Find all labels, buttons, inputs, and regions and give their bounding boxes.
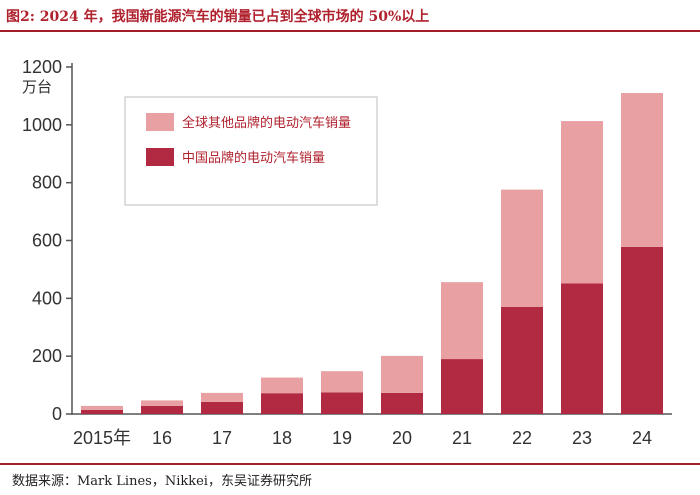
- title-rule: [0, 30, 700, 32]
- x-tick-label: 23: [572, 428, 592, 448]
- bar-other-brands: [261, 377, 303, 394]
- x-tick-label: 17: [212, 428, 232, 448]
- x-tick-label: 21: [452, 428, 472, 448]
- bar-other-brands: [441, 282, 483, 360]
- bar-other-brands: [81, 405, 123, 410]
- source-rule: [0, 463, 700, 465]
- bar-china-brands: [81, 409, 123, 414]
- legend-label-other: 全球其他品牌的电动汽车销量: [182, 115, 351, 131]
- y-unit-label: 万台: [22, 78, 52, 96]
- bar-china-brands: [381, 392, 423, 414]
- chart-bars: [81, 93, 663, 414]
- y-tick-label: 1200: [22, 57, 62, 77]
- y-tick-labels: 0 200 400 600 800 1000 1200: [22, 57, 72, 424]
- source-note: 数据来源：Mark Lines，Nikkei，东吴证券研究所: [12, 474, 312, 489]
- bar-china-brands: [441, 359, 483, 414]
- legend-swatch-other: [146, 113, 174, 131]
- x-tick-label: 24: [632, 428, 652, 448]
- bar-other-brands: [561, 121, 603, 284]
- bar-china-brands: [321, 392, 363, 414]
- y-tick-label: 0: [52, 404, 62, 424]
- figure-title: 图2: 2024 年，我国新能源汽车的销量已占到全球市场的 50%以上: [6, 9, 430, 25]
- x-tick-labels: 2015年 16 17 18 19 20 21 22 23 24: [73, 428, 652, 448]
- bar-china-brands: [201, 401, 243, 414]
- x-tick-label: 18: [272, 428, 292, 448]
- bar-other-brands: [501, 189, 543, 308]
- y-tick-label: 200: [32, 346, 62, 366]
- y-tick-label: 1000: [22, 115, 62, 135]
- bar-china-brands: [501, 307, 543, 414]
- bar-china-brands: [561, 283, 603, 414]
- bar-china-brands: [261, 393, 303, 414]
- y-tick-label: 400: [32, 288, 62, 308]
- bar-other-brands: [321, 371, 363, 393]
- bar-other-brands: [201, 392, 243, 402]
- bar-other-brands: [141, 400, 183, 406]
- y-tick-label: 800: [32, 173, 62, 193]
- x-tick-label: 16: [152, 428, 172, 448]
- legend-label-china: 中国品牌的电动汽车销量: [182, 150, 325, 166]
- bar-china-brands: [141, 405, 183, 414]
- x-tick-label: 20: [392, 428, 412, 448]
- bar-other-brands: [621, 93, 663, 247]
- legend: 全球其他品牌的电动汽车销量 中国品牌的电动汽车销量: [124, 96, 378, 206]
- bar-china-brands: [621, 246, 663, 414]
- x-tick-label: 2015年: [73, 428, 131, 448]
- legend-swatch-china: [146, 148, 174, 166]
- bar-other-brands: [381, 355, 423, 393]
- x-tick-label: 19: [332, 428, 352, 448]
- x-tick-label: 22: [512, 428, 532, 448]
- y-tick-label: 600: [32, 231, 62, 251]
